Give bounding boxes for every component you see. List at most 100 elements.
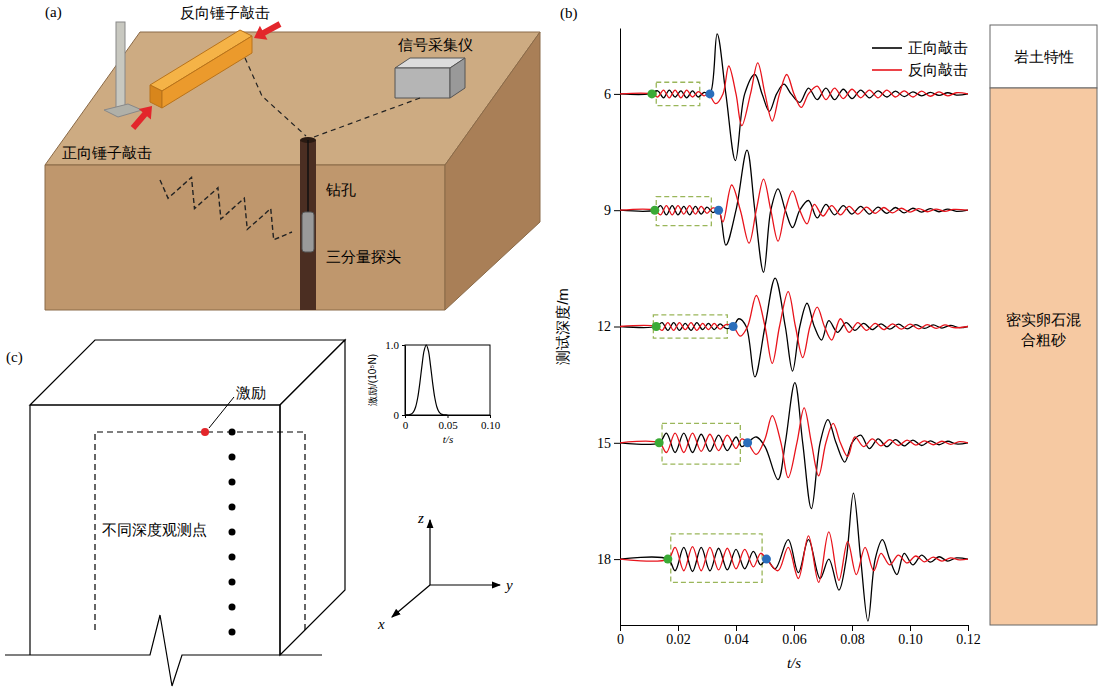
- legend-label: 正向敲击: [908, 39, 968, 56]
- tick-label: 0.10: [481, 419, 501, 431]
- observation-point: [229, 479, 236, 486]
- tick-label: 0.02: [666, 632, 691, 647]
- y-axis: 01.0: [385, 339, 405, 421]
- model-side: [280, 340, 345, 655]
- annotation: 正向锤子敲击: [62, 144, 152, 161]
- probe-cable: [307, 140, 309, 212]
- tick: 0: [403, 415, 409, 431]
- tick: 1.0: [385, 339, 405, 351]
- tick: 9: [604, 203, 620, 218]
- arrival-point: [650, 206, 659, 215]
- tick-label: 0: [617, 632, 624, 647]
- text-line: 密实卵石混: [1006, 311, 1081, 328]
- waveform: [620, 63, 968, 582]
- tick-mark: [852, 625, 853, 631]
- tick-label: 0.10: [898, 632, 923, 647]
- model-edge: [29, 405, 30, 655]
- excitation-point: [201, 428, 209, 436]
- coordinate-axis: [430, 584, 500, 585]
- tick-mark: [448, 415, 449, 418]
- tick: 0.10: [898, 625, 923, 647]
- soil-column: 岩土特性密实卵石混合粗砂: [990, 25, 1097, 625]
- tick-label: 0.06: [782, 632, 807, 647]
- tick-label: 0.05: [438, 419, 458, 431]
- panel-label: (a): [45, 4, 62, 21]
- arrival-point: [714, 206, 723, 215]
- arrival-point: [743, 438, 752, 447]
- tick: 18: [597, 552, 620, 567]
- observation-point: [229, 529, 236, 536]
- wave-path: [160, 177, 292, 239]
- coordinate-axis: [429, 520, 430, 585]
- tick: 0.08: [840, 625, 865, 647]
- model-edge: [30, 405, 280, 655]
- tick-mark: [614, 94, 620, 95]
- tick-mark: [794, 625, 795, 631]
- tick: 0: [394, 409, 406, 421]
- column-header-text: 岩土特性: [1014, 48, 1074, 65]
- arrival-point: [652, 322, 661, 331]
- annotation: 反向锤子敲击: [180, 4, 270, 21]
- tick: 0.04: [724, 625, 749, 647]
- section-plane: [95, 432, 305, 630]
- tick-label: 6: [604, 87, 611, 102]
- borehole: [300, 140, 316, 310]
- hit-arrow: [131, 106, 152, 130]
- panel-label: (b): [560, 5, 578, 22]
- tick-label: 15: [597, 436, 611, 451]
- excitation-curve: [405, 345, 448, 415]
- tick-label: 1.0: [385, 339, 399, 351]
- axis-line: [405, 346, 406, 416]
- tick-mark: [678, 625, 679, 631]
- x-axis: 0 0.05 0.10: [403, 415, 501, 431]
- tick: 12: [597, 319, 620, 334]
- tick: 0.06: [782, 625, 807, 647]
- axis-title: t/s: [787, 655, 801, 671]
- beam-end: [150, 85, 162, 108]
- tick-mark: [614, 559, 620, 560]
- tick: 6: [604, 87, 620, 102]
- observation-point: [229, 604, 236, 611]
- tick: 15: [597, 436, 620, 451]
- text-line: 合粗砂: [1021, 331, 1066, 348]
- plot-area: [620, 34, 968, 621]
- tick: 0.05: [438, 415, 458, 431]
- tick-mark: [402, 415, 405, 416]
- tick-mark: [614, 443, 620, 444]
- tick-label: 12: [597, 319, 611, 334]
- beam-side: [162, 36, 252, 108]
- annotation: 不同深度观测点: [102, 521, 207, 538]
- observation-point: [229, 504, 236, 511]
- legend-swatch: [872, 47, 902, 49]
- plot-area: [405, 345, 448, 415]
- arrival-point: [729, 322, 738, 331]
- tick-label: 18: [597, 552, 611, 567]
- figure: (a)反向锤子敲击信号采集仪正向锤子敲击钻孔三分量探头00.020.040.06…: [0, 0, 1100, 692]
- tick-label: 9: [604, 203, 611, 218]
- annotation: 信号采集仪: [398, 36, 473, 53]
- tick-mark: [736, 625, 737, 631]
- tick: 0: [617, 625, 624, 647]
- tick-mark: [402, 345, 405, 346]
- acquirer-front: [395, 68, 450, 98]
- probe: [302, 212, 314, 252]
- tick-mark: [910, 625, 911, 631]
- panel-a: (a)反向锤子敲击信号采集仪正向锤子敲击钻孔三分量探头: [45, 4, 540, 310]
- post-base: [104, 104, 142, 117]
- tick-mark: [614, 210, 620, 211]
- ground-side: [445, 32, 540, 310]
- soil-layer: [990, 88, 1097, 625]
- annotation: 激励: [236, 384, 266, 401]
- axis-title: 激励/(10⁵N): [367, 354, 378, 406]
- ground-front: [45, 165, 445, 310]
- annotation: 三分量探头: [326, 248, 401, 265]
- soil-layer-text: 密实卵石混合粗砂: [1006, 311, 1081, 348]
- column-header: [990, 25, 1097, 88]
- break-line: [5, 615, 322, 686]
- legend-swatch: [872, 69, 902, 71]
- tick-mark: [620, 625, 621, 631]
- panel-label: (c): [6, 349, 23, 366]
- tick: 0.02: [666, 625, 691, 647]
- axis-letter: x: [377, 616, 385, 632]
- legend-label: 反向敲击: [908, 61, 968, 78]
